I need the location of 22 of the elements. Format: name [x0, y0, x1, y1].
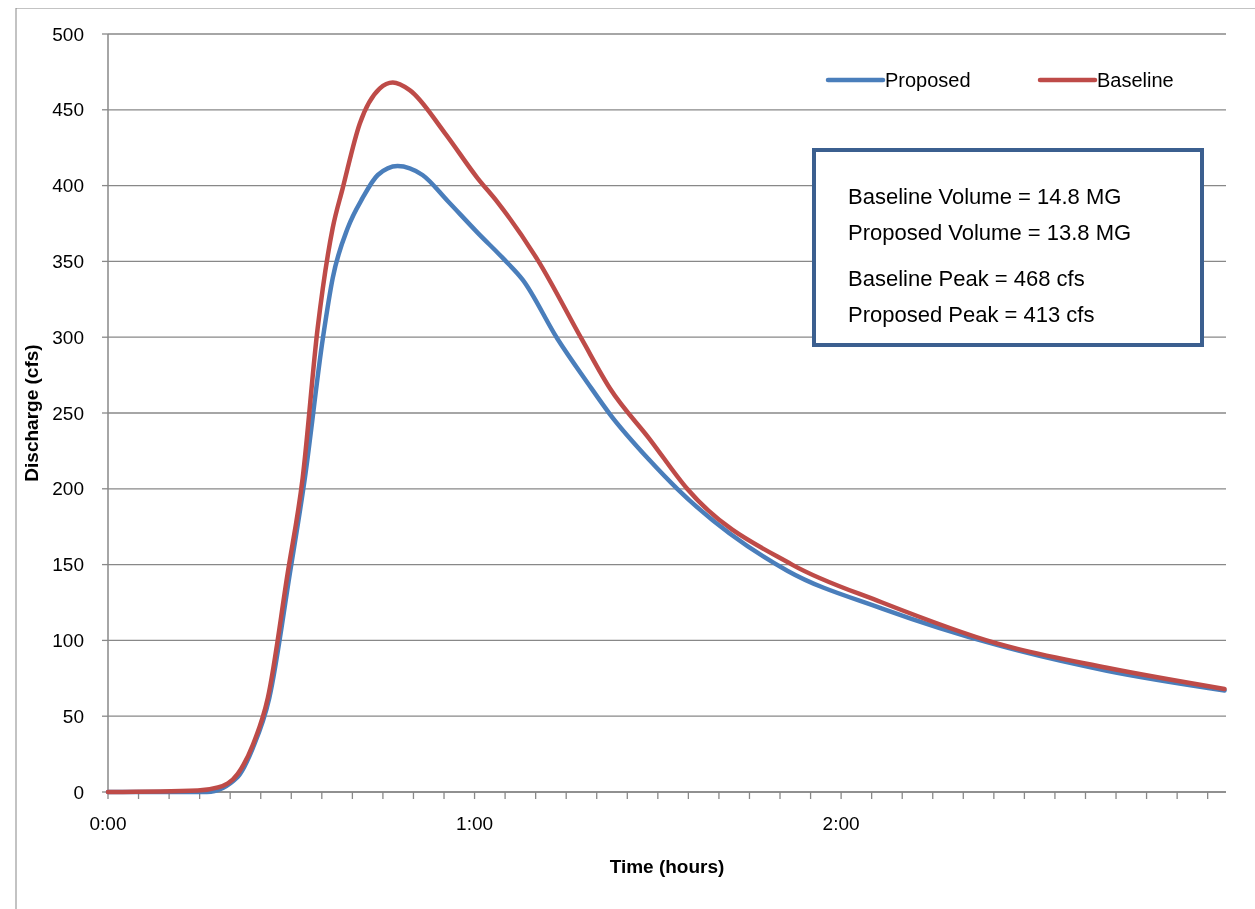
x-axis-title: Time (hours) — [609, 856, 725, 877]
legend-label: Proposed — [885, 69, 971, 91]
legend-label: Baseline — [1097, 69, 1174, 91]
x-tick-label: 0:00 — [89, 813, 127, 834]
y-axis-title: Discharge (cfs) — [21, 344, 42, 482]
annotation: Baseline Peak = 468 cfs — [848, 266, 1085, 291]
y-tick-label: 250 — [52, 402, 84, 424]
x-tick-label: 2:00 — [822, 813, 860, 834]
y-tick-label: 400 — [52, 175, 84, 197]
x-tick-label: 1:00 — [456, 813, 494, 834]
annotation: Baseline Volume = 14.8 MG — [848, 184, 1122, 209]
y-tick-label: 350 — [52, 251, 84, 273]
y-tick-label: 150 — [52, 554, 84, 576]
annotation: Proposed Volume = 13.8 MG — [848, 220, 1132, 245]
y-tick-label: 50 — [62, 705, 84, 727]
y-tick-label: 500 — [52, 23, 84, 45]
y-tick-label: 100 — [52, 630, 84, 652]
y-tick-label: 450 — [52, 99, 84, 121]
y-tick-label: 0 — [73, 781, 84, 803]
y-tick-label: 300 — [52, 326, 84, 348]
annotation: Proposed Peak = 413 cfs — [848, 302, 1095, 327]
y-tick-label: 200 — [52, 478, 84, 500]
